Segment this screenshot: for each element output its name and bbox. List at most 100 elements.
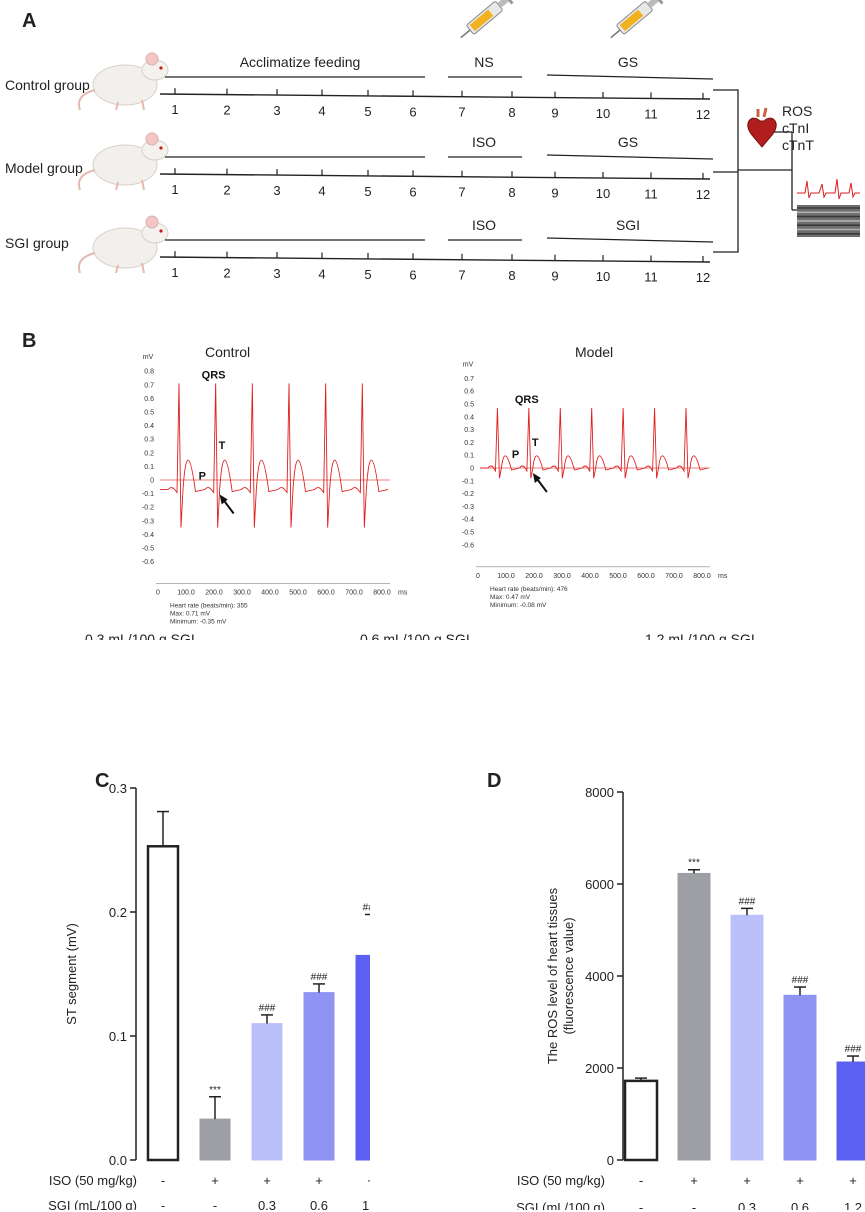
syringe-grip [502,0,514,5]
sgi-row-label: SGI (mL/100 g) [48,1198,137,1210]
rat-eye [159,66,163,70]
iso-value: + [849,1173,857,1188]
timeline-day: 9 [551,186,558,201]
iso-value: + [211,1173,219,1188]
st-arrow-head [219,494,228,505]
timeline-day: 8 [508,185,515,200]
timeline-axis [159,93,711,100]
ecg-y-tick: 0 [150,478,154,485]
sgi-group-label: SGI group [5,235,69,251]
ecg-p-label: P [199,471,206,483]
timeline-day: 5 [364,184,371,199]
phase-2-label: ISO [472,217,496,233]
sgi-value: - [692,1200,696,1210]
iso-value: + [743,1173,751,1188]
ecg-panel-2: 0.3 mL/100 g SGImV0.70.60.50.40.30.20.10… [85,631,195,640]
outcome-ros: ROS [782,103,813,119]
phase-3-label: GS [618,54,638,70]
y-tick-label: 0.1 [109,1029,127,1044]
phase-line [546,154,714,160]
y-axis-label: The ROS level of heart tissues [545,887,560,1064]
significance-label: ### [739,896,756,907]
rat-icon [78,52,169,111]
rat-leg [115,181,119,191]
ecg-y-tick: -0.6 [462,542,474,549]
phase-2-label: ISO [472,134,496,150]
y-axis-label-2: (fluorescence value) [561,917,576,1034]
syringe-plunger [497,0,509,8]
ecg-y-tick: -0.3 [142,518,154,525]
timeline-day: 11 [644,106,658,121]
timeline-day: 1 [171,102,178,117]
iso-value: + [690,1173,698,1188]
phase-line [546,237,714,243]
timeline-axis [159,256,711,263]
ecg-title: 0.3 mL/100 g SGI [85,631,195,640]
ecg-strip-wave [797,178,860,200]
timeline-day: 3 [273,183,280,198]
timeline-day: 8 [508,105,515,120]
sgi-value: - [213,1198,217,1210]
syringe-grip [652,0,664,5]
ecg-y-tick: 0.7 [144,382,154,389]
rat-leg [115,101,119,111]
significance-label: *** [209,1085,221,1096]
panel-c-label: C [95,770,110,792]
ecg-y-tick: 0.5 [144,410,154,417]
timeline-day: 5 [364,267,371,282]
significance-label: ### [311,972,328,983]
timeline-day: 6 [409,104,416,119]
syringe-needle [610,29,621,39]
significance-label: ### [259,1003,276,1014]
bar-sgi-0-3 [251,1023,283,1161]
sgi-value: 1.2 [844,1200,862,1210]
timeline-day: 6 [409,184,416,199]
sgi-value: - [639,1200,643,1210]
ecg-title: 0.6 mL/100 g SGI [360,631,470,640]
ecg-t-label: T [219,440,226,452]
timeline-day: 4 [318,183,325,198]
panel-a-label: A [22,10,37,32]
ecg-y-tick: -0.2 [142,505,154,512]
ecg-heart-rate: Heart rate (beats/min): 355 [170,603,248,610]
ecg-panel-0: Control mV 0.8 0.7 0.6 0.5 0.4 0.3 0.2 0.1 0 -0.1 -0… [142,344,408,626]
ecg-y-tick: -0.2 [462,491,474,498]
outcome-ctnt: cTnT [782,137,814,153]
rat-eye [159,146,163,150]
ecg-x-tick: 500.0 [609,573,627,580]
timeline-day: 3 [273,266,280,281]
rat-body [92,227,158,269]
ecg-p-label: P [512,449,519,461]
ecg-x-tick: 400.0 [261,590,279,597]
significance-label: ### [845,1044,862,1055]
panel-b-label: B [22,330,37,352]
ecg-heart-rate: Heart rate (beats/min): 476 [490,586,568,593]
ecg-y-tick: 0.5 [464,402,474,409]
syringe-fluid [619,9,644,32]
syringe-fluid [469,9,494,32]
iso-row-label: ISO (50 mg/kg) [517,1173,605,1188]
timeline-day: 4 [318,103,325,118]
panel-c-st-segment-chart: 0.0 0.1 0.2 0.3 ST segment (mV) - - *** + - ### +0.… [48,781,370,1210]
ecg-strip-icon [797,178,860,202]
rat-leg [141,99,145,111]
timeline-day: 9 [551,106,558,121]
ecg-y-tick: 0.3 [464,427,474,434]
y-tick-label: 8000 [585,785,614,800]
ecg-x-unit: ms [718,573,728,580]
bar-sgi-1-2 [836,1061,865,1161]
timeline-day: 2 [223,183,230,198]
heart-vessels [756,107,768,118]
timeline-day: 10 [596,269,610,284]
y-tick-label: 0.3 [109,781,127,796]
ecg-title: 1.2 mL/100 g SGI [645,631,755,640]
rat-leg [141,179,145,191]
phase-acclimatize-label: Acclimatize feeding [240,54,361,70]
rat-ear [145,132,159,146]
phase-3-label: GS [618,134,638,150]
ecg-panel-3: 0.6 mL/100 g SGImV0.60.50.40.30.20.10-0.… [360,631,470,640]
control-group-label: Control group [5,77,90,93]
ecg-y-tick: 0.4 [144,423,154,430]
timeline-day: 10 [596,186,610,201]
outcome-list: ROS cTnI cTnT [782,103,814,154]
